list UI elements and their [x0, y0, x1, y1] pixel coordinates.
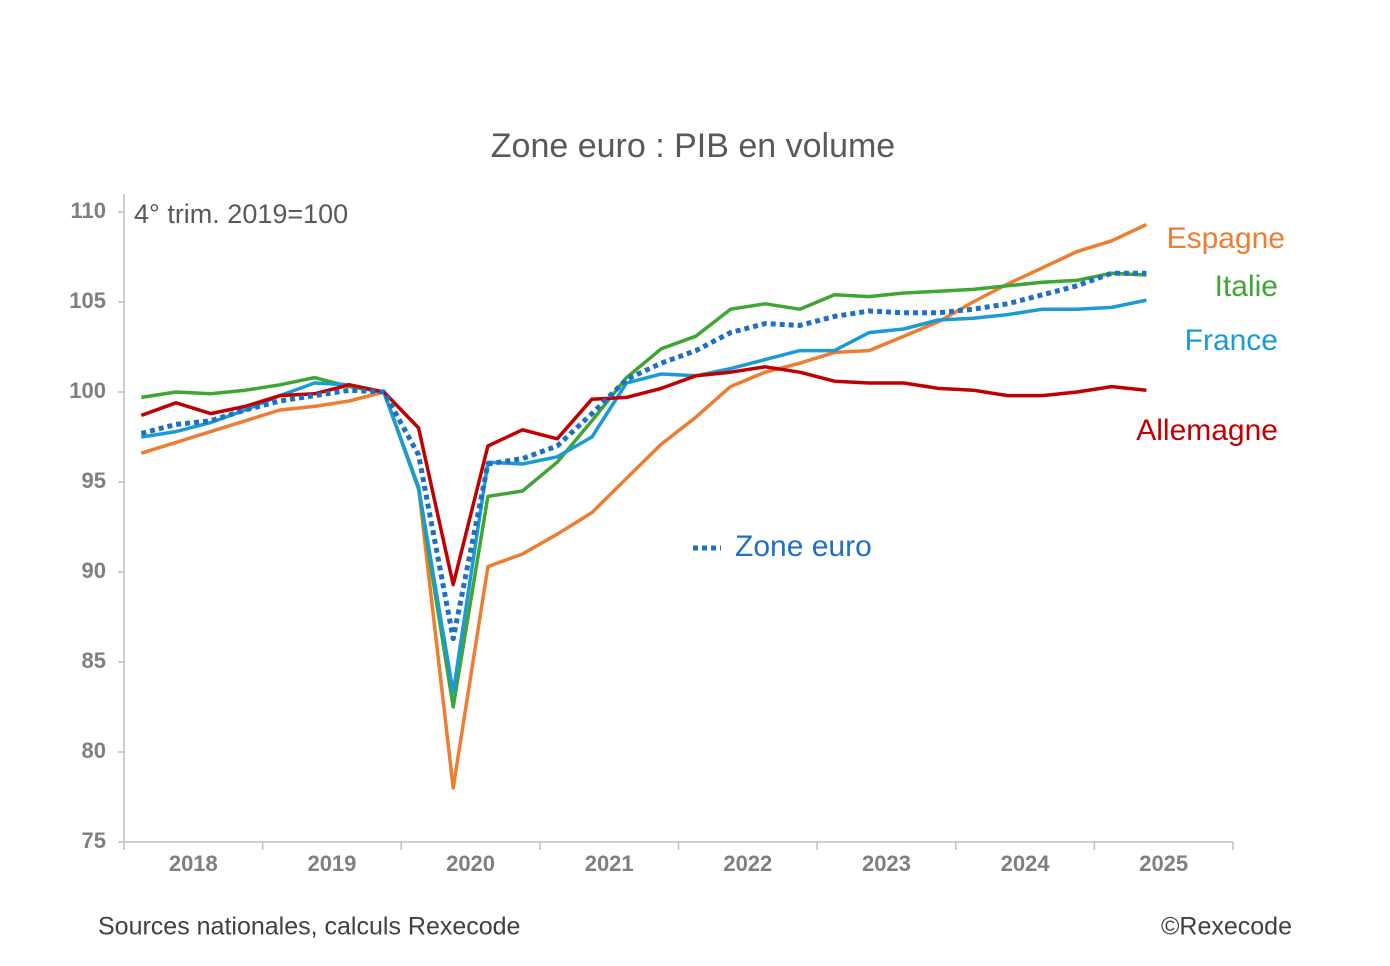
series-label: Zone euro: [735, 530, 872, 563]
y-tick-label: 95: [82, 468, 106, 493]
x-tick-label: 2018: [169, 851, 218, 876]
series-line: [140, 270, 1147, 642]
y-tick-label: 75: [82, 828, 106, 853]
chart-title: Zone euro : PIB en volume: [491, 127, 895, 165]
x-tick-label: 2019: [307, 851, 356, 876]
x-tick-label: 2022: [723, 851, 772, 876]
series-label: France: [1185, 324, 1278, 357]
x-tick-label: 2020: [446, 851, 495, 876]
series-line: [141, 271, 1147, 709]
series-line: [140, 223, 1148, 790]
x-tick-label: 2021: [585, 851, 634, 876]
series-label: Allemagne: [1136, 414, 1278, 447]
series-label: Italie: [1215, 270, 1278, 303]
y-tick-label: 105: [69, 288, 106, 313]
y-tick-label: 110: [71, 198, 107, 223]
source: Sources nationales, calculs Rexecode: [98, 913, 520, 941]
annotation: 4° trim. 2019=100: [134, 199, 348, 229]
credit: ©Rexecode: [1161, 913, 1292, 941]
series-label: Espagne: [1167, 222, 1285, 255]
y-tick-label: 90: [82, 558, 106, 583]
y-tick-label: 80: [82, 738, 106, 763]
y-tick-label: 85: [82, 648, 106, 673]
x-tick-label: 2024: [1001, 851, 1051, 876]
y-tick-label: 100: [69, 378, 106, 403]
x-tick-label: 2025: [1139, 851, 1188, 876]
series-line: [141, 298, 1147, 695]
x-tick-label: 2023: [862, 851, 911, 876]
